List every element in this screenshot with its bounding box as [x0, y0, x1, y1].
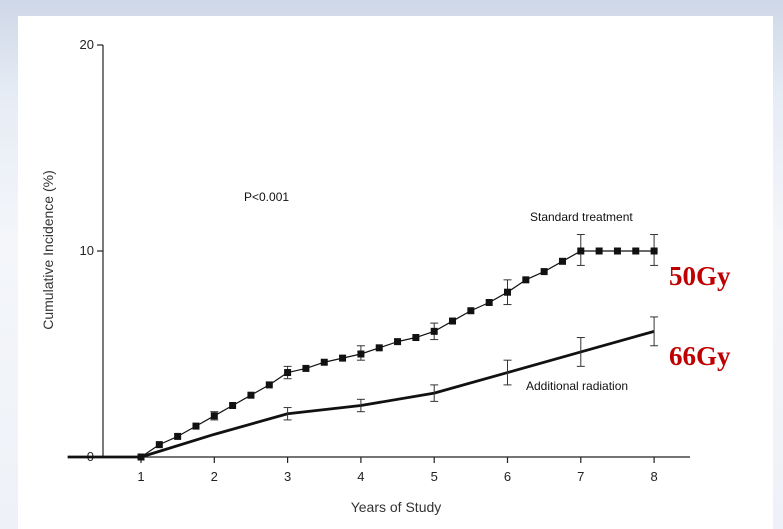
y-tick-label: 10	[80, 243, 94, 258]
data-point	[540, 268, 548, 276]
y-tick-label: 20	[80, 37, 94, 52]
error-bar	[283, 407, 292, 421]
chart-panel	[18, 16, 773, 529]
data-point	[210, 412, 218, 420]
x-tick-label: 5	[431, 469, 438, 484]
data-point	[394, 338, 402, 346]
data-point	[595, 247, 603, 255]
x-tick-label: 6	[504, 469, 511, 484]
series-label-additional-radiation: Additional radiation	[526, 379, 628, 393]
data-point	[467, 307, 475, 315]
x-axis-title: Years of Study	[351, 499, 442, 515]
data-point	[302, 364, 310, 372]
x-tick-label: 1	[137, 469, 144, 484]
y-axis-title: Cumulative Incidence (%)	[40, 170, 56, 330]
series-layer	[67, 234, 659, 461]
dose-label-50gy: 50Gy	[669, 261, 731, 291]
data-point	[192, 422, 200, 430]
data-point	[504, 288, 511, 296]
data-point	[174, 432, 182, 440]
data-point	[155, 441, 163, 449]
data-point	[632, 247, 640, 255]
data-point	[247, 391, 255, 399]
data-point	[229, 402, 237, 409]
x-tick-label: 4	[357, 469, 364, 484]
x-tick-label: 2	[211, 469, 218, 484]
error-bar	[503, 359, 512, 386]
p-value-annotation: P<0.001	[244, 190, 289, 204]
data-point	[558, 257, 566, 265]
data-point	[320, 358, 328, 366]
data-point	[265, 381, 273, 389]
data-point	[412, 334, 420, 342]
error-bar	[576, 337, 585, 367]
data-point	[522, 276, 530, 284]
data-point	[375, 344, 383, 352]
series-label-standard-treatment: Standard treatment	[530, 210, 633, 224]
data-point	[284, 369, 292, 377]
x-tick-label: 8	[650, 469, 657, 484]
data-point	[485, 299, 493, 306]
error-bar	[650, 316, 659, 347]
data-point	[613, 247, 621, 255]
data-point	[577, 247, 585, 255]
x-tick-label: 3	[284, 469, 291, 484]
data-point	[650, 247, 658, 255]
error-bar	[356, 398, 365, 413]
data-point	[357, 350, 365, 358]
x-tick-label: 7	[577, 469, 584, 484]
error-bar	[430, 384, 439, 402]
data-point	[449, 317, 457, 325]
dose-label-66gy: 66Gy	[669, 341, 731, 371]
data-point	[430, 327, 438, 335]
data-point	[339, 354, 347, 362]
